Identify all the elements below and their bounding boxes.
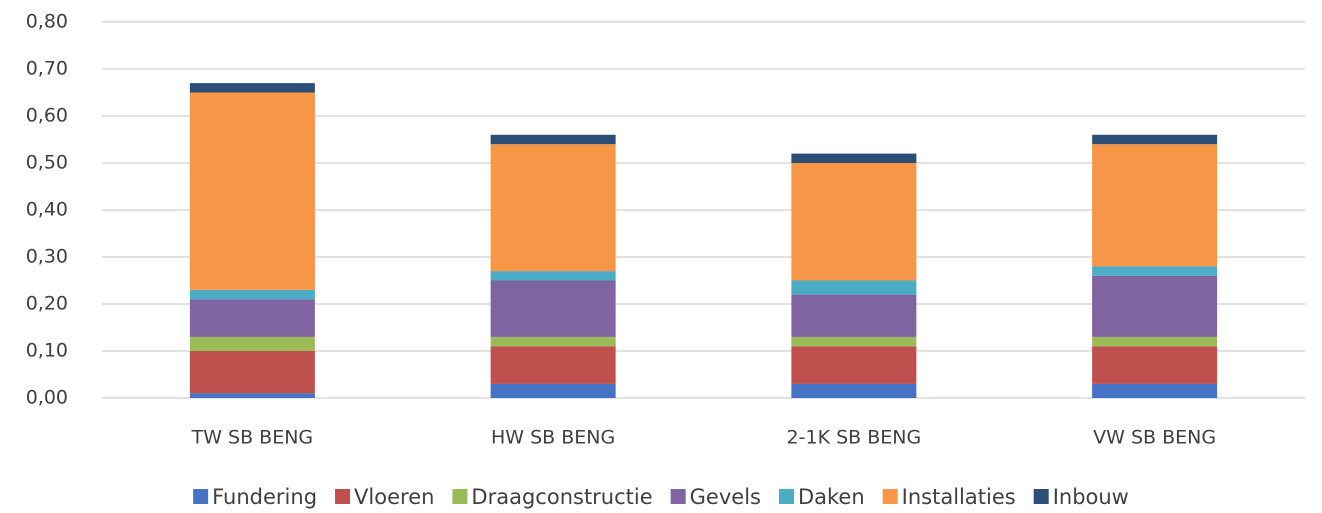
bar-segment — [189, 393, 315, 398]
legend-swatch — [335, 489, 351, 504]
y-tick-label: 0,80 — [26, 11, 68, 33]
legend-label: Fundering — [212, 485, 317, 509]
bar-segment — [791, 336, 917, 347]
y-tick-label: 0,30 — [26, 246, 68, 268]
legend: Fundering Vloeren Draagconstructie Gevels Da… — [193, 485, 1129, 509]
legend-label: Draagconstructie — [471, 485, 652, 509]
bar-segment — [1092, 383, 1218, 398]
y-tick-label: 0,20 — [26, 293, 68, 315]
x-tick-label: 2-1K SB BENG — [787, 427, 922, 449]
legend-swatch — [1033, 489, 1049, 504]
y-tick-label: 0,60 — [26, 105, 68, 127]
bar-segment — [1092, 275, 1218, 337]
bar-segment — [1092, 266, 1218, 276]
bar-segment — [490, 280, 616, 337]
bar-segment — [189, 92, 315, 290]
bar-segment — [490, 144, 616, 272]
bar-segment — [490, 336, 616, 347]
bar-segment — [490, 271, 616, 281]
bar-segment — [1092, 144, 1218, 267]
legend-label: Gevels — [690, 485, 761, 509]
bar-segment — [791, 294, 917, 337]
y-tick-label: 0,70 — [26, 58, 68, 80]
bar-segment — [791, 163, 917, 281]
legend-swatch — [778, 489, 794, 504]
legend-label: Inbouw — [1053, 485, 1129, 509]
bar-segment — [189, 83, 315, 93]
legend-label: Installaties — [902, 485, 1016, 509]
legend-label: Vloeren — [354, 485, 434, 509]
y-tick-label: 0,10 — [26, 340, 68, 362]
bar-segment — [189, 299, 315, 337]
y-tick-label: 0,50 — [26, 152, 68, 174]
bar-segment — [791, 153, 917, 163]
x-tick-label: HW SB BENG — [491, 427, 615, 449]
bar-segment — [791, 346, 917, 384]
bar-segment — [189, 289, 315, 300]
bar-segment — [490, 383, 616, 398]
legend-swatch — [193, 489, 209, 504]
y-tick-label: 0,40 — [26, 199, 68, 221]
bar-segment — [791, 280, 917, 295]
bar-segment — [490, 134, 616, 145]
legend-swatch — [882, 489, 898, 504]
bar-segment — [791, 383, 917, 398]
bar-segment — [189, 336, 315, 351]
legend-swatch — [452, 489, 468, 504]
bar-segment — [1092, 336, 1218, 347]
x-tick-label: TW SB BENG — [191, 427, 314, 449]
bar-segment — [490, 346, 616, 384]
bar-segment — [1092, 346, 1218, 384]
bar-segment — [1092, 134, 1218, 145]
x-tick-label: VW SB BENG — [1093, 427, 1216, 449]
bar-segment — [189, 351, 315, 394]
legend-label: Daken — [798, 485, 865, 509]
y-tick-label: 0,00 — [26, 387, 68, 409]
legend-swatch — [670, 489, 686, 504]
